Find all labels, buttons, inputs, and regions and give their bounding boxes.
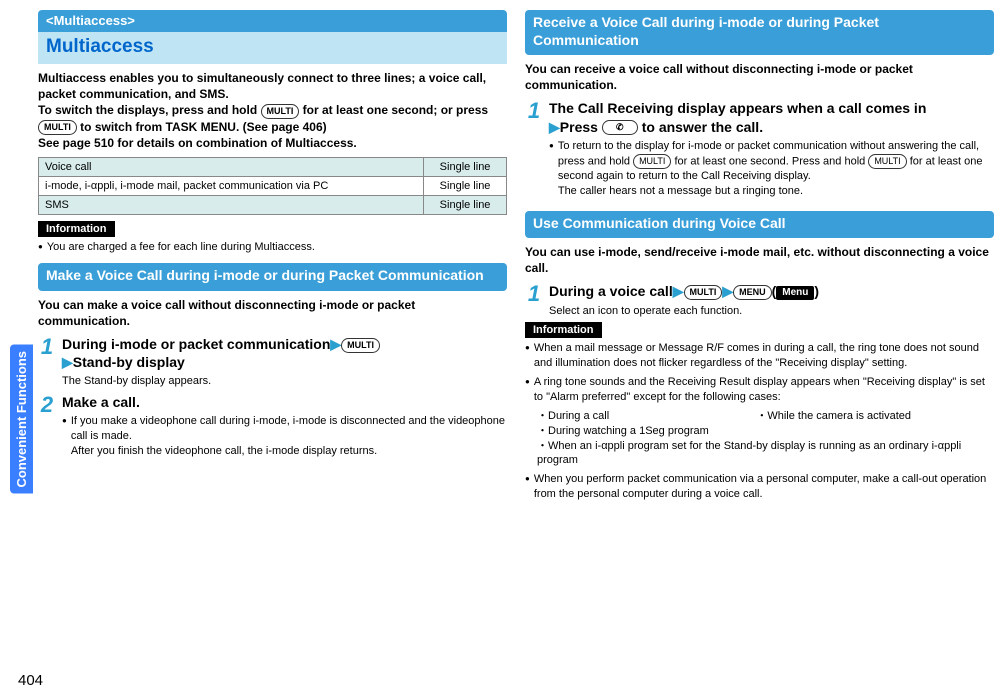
multi-button-icon: MULTI <box>633 154 671 169</box>
info-bullet: You are charged a fee for each line duri… <box>38 240 507 255</box>
step-title: During i-mode or packet communication▶MU… <box>62 335 507 371</box>
table-cell: Single line <box>424 196 507 215</box>
info-bullet: When you perform packet communication vi… <box>525 472 994 502</box>
subheading: Make a Voice Call during i-mode or durin… <box>38 263 507 291</box>
table-cell: Single line <box>424 177 507 196</box>
multi-button-icon: MULTI <box>261 104 300 119</box>
lines-table: Voice callSingle line i-mode, i-αppli, i… <box>38 157 507 215</box>
multi-button-icon: MULTI <box>868 154 906 169</box>
information-label: Information <box>525 322 602 338</box>
page: Convenient Functions <Multiaccess> Multi… <box>0 0 1004 506</box>
page-number: 404 <box>18 672 43 689</box>
step-1: 1 The Call Receiving display appears whe… <box>525 99 994 202</box>
multi-button-icon: MULTI <box>38 120 77 135</box>
step-number: 1 <box>38 335 56 389</box>
side-tab: Convenient Functions <box>10 345 33 494</box>
information-label: Information <box>38 221 115 237</box>
table-cell: SMS <box>39 196 424 215</box>
info-bullet: A ring tone sounds and the Receiving Res… <box>525 375 994 405</box>
table-cell: Voice call <box>39 158 424 177</box>
multi-button-icon: MULTI <box>684 285 723 300</box>
subheading: Use Communication during Voice Call <box>525 211 994 239</box>
step-subtext: The Stand-by display appears. <box>62 374 507 389</box>
step-number: 1 <box>525 282 543 318</box>
step-1b: 1 During a voice call▶MULTI▶MENU(Menu) S… <box>525 282 994 318</box>
subheading: Receive a Voice Call during i-mode or du… <box>525 10 994 55</box>
sub-intro: You can make a voice call without discon… <box>38 297 507 329</box>
section-tag: <Multiaccess> <box>38 10 507 32</box>
right-column: Receive a Voice Call during i-mode or du… <box>525 10 994 506</box>
step-title: During a voice call▶MULTI▶MENU(Menu) <box>549 282 994 300</box>
info-sublist: ・During a call・While the camera is activ… <box>525 409 994 468</box>
step-bullet: To return to the display for i-mode or p… <box>549 139 994 199</box>
step-1: 1 During i-mode or packet communication▶… <box>38 335 507 389</box>
step-number: 2 <box>38 393 56 463</box>
table-cell: i-mode, i-αppli, i-mode mail, packet com… <box>39 177 424 196</box>
sub-intro: You can use i-mode, send/receive i-mode … <box>525 244 994 276</box>
info-bullet: When a mail message or Message R/F comes… <box>525 341 994 371</box>
intro-text: Multiaccess enables you to simultaneousl… <box>38 70 507 151</box>
call-button-icon: ✆ <box>602 120 638 135</box>
step-2: 2 Make a call. If you make a videophone … <box>38 393 507 463</box>
step-title: The Call Receiving display appears when … <box>549 99 994 135</box>
table-cell: Single line <box>424 158 507 177</box>
step-subtext: Select an icon to operate each function. <box>549 304 994 319</box>
multi-button-icon: MULTI <box>341 338 380 353</box>
menu-button-icon: MENU <box>733 285 772 300</box>
left-column: Convenient Functions <Multiaccess> Multi… <box>10 10 507 506</box>
sub-intro: You can receive a voice call without dis… <box>525 61 994 93</box>
step-number: 1 <box>525 99 543 202</box>
step-bullet: If you make a videophone call during i-m… <box>62 414 507 459</box>
menu-label-icon: Menu <box>776 286 814 300</box>
step-title: Make a call. <box>62 393 507 411</box>
section-title: Multiaccess <box>38 32 507 64</box>
